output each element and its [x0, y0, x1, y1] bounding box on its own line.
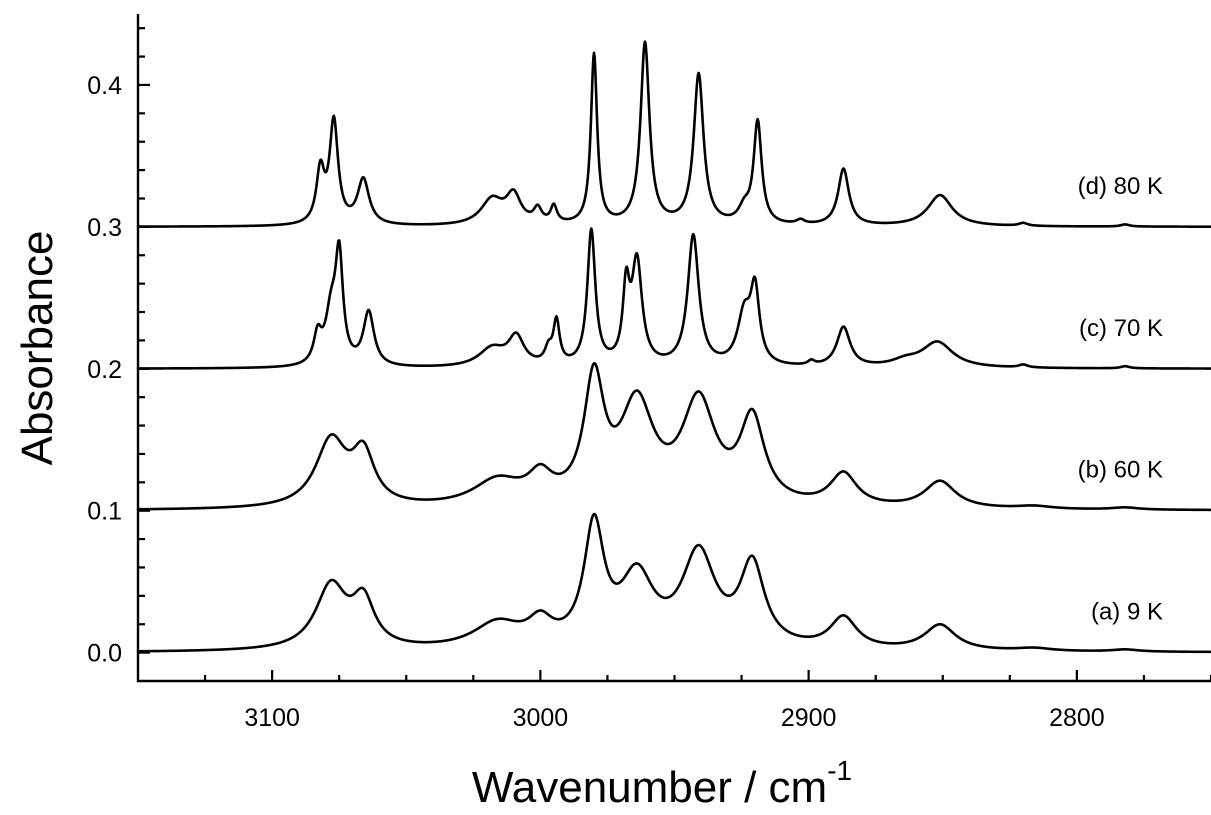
x-axis-title-exponent: -1 — [827, 755, 852, 786]
y-tick-label: 0.3 — [87, 214, 122, 242]
axis-ticks — [138, 27, 1211, 681]
y-tick-label: 0.4 — [87, 72, 122, 100]
series-line — [136, 362, 1211, 512]
series-label: (d) 80 K — [1078, 173, 1163, 200]
x-tick-label: 2900 — [781, 704, 837, 732]
series-label: (b) 60 K — [1078, 457, 1163, 484]
y-tick-label: 0.0 — [87, 640, 122, 668]
axis-tick-labels: 3100 3000 2900 2800 0.0 0.1 0.2 0.3 0.4 — [87, 72, 1104, 732]
y-tick-label: 0.1 — [87, 498, 122, 526]
y-axis-title: Absorbance — [13, 231, 62, 466]
series-label: (c) 70 K — [1079, 315, 1163, 342]
x-tick-label: 2800 — [1049, 704, 1105, 732]
x-axis-title-text: Wavenumber / cm — [472, 763, 827, 812]
axis-frame — [136, 14, 1211, 683]
series-line — [136, 512, 1211, 654]
x-axis-title: Wavenumber / cm-1 — [472, 755, 852, 812]
series-line — [136, 40, 1211, 228]
series-labels: (a) 9 K (b) 60 K (c) 70 K (d) 80 K — [1078, 173, 1163, 626]
series-label: (a) 9 K — [1091, 599, 1163, 626]
series-line — [136, 227, 1211, 370]
y-tick-label: 0.2 — [87, 356, 122, 384]
x-tick-label: 3000 — [513, 704, 569, 732]
x-tick-label: 3100 — [244, 704, 300, 732]
series-lines — [136, 40, 1211, 654]
